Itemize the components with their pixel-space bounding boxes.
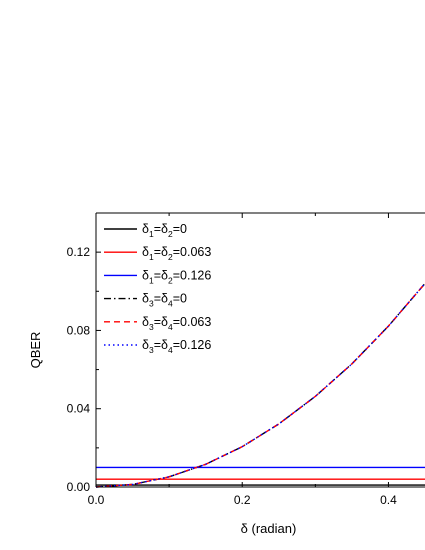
- y-tick-label: 0.00: [67, 480, 91, 494]
- y-tick-label: 0.12: [67, 245, 91, 259]
- legend-label-4: δ3=δ4=0: [142, 292, 187, 309]
- y-tick-label: 0.04: [67, 402, 91, 416]
- x-tick-label: 0.0: [88, 493, 105, 507]
- legend-label-3: δ1=δ2=0.126: [142, 268, 211, 285]
- legend-label-1: δ1=δ2=0: [142, 222, 187, 239]
- series-line-6: [95, 283, 425, 488]
- legend-label-6: δ3=δ4=0.126: [142, 338, 211, 355]
- ticks: 0.0 0.2 0.4 0.00 0.04 0.08 0.12: [67, 213, 397, 507]
- legend-label-5: δ3=δ4=0.063: [142, 315, 211, 332]
- series-lines: [95, 283, 425, 488]
- x-axis-label: δ (radian): [241, 521, 297, 536]
- y-tick-label: 0.08: [67, 323, 91, 337]
- x-tick-label: 0.2: [234, 493, 251, 507]
- axes: [95, 212, 425, 488]
- legend-label-2: δ1=δ2=0.063: [142, 245, 211, 262]
- x-tick-label: 0.4: [380, 493, 397, 507]
- legend: δ1=δ2=0 δ1=δ2=0.063 δ1=δ2=0.126 δ3=δ4=0 δ3=δ…: [104, 222, 211, 355]
- y-axis-label: QBER: [28, 332, 43, 369]
